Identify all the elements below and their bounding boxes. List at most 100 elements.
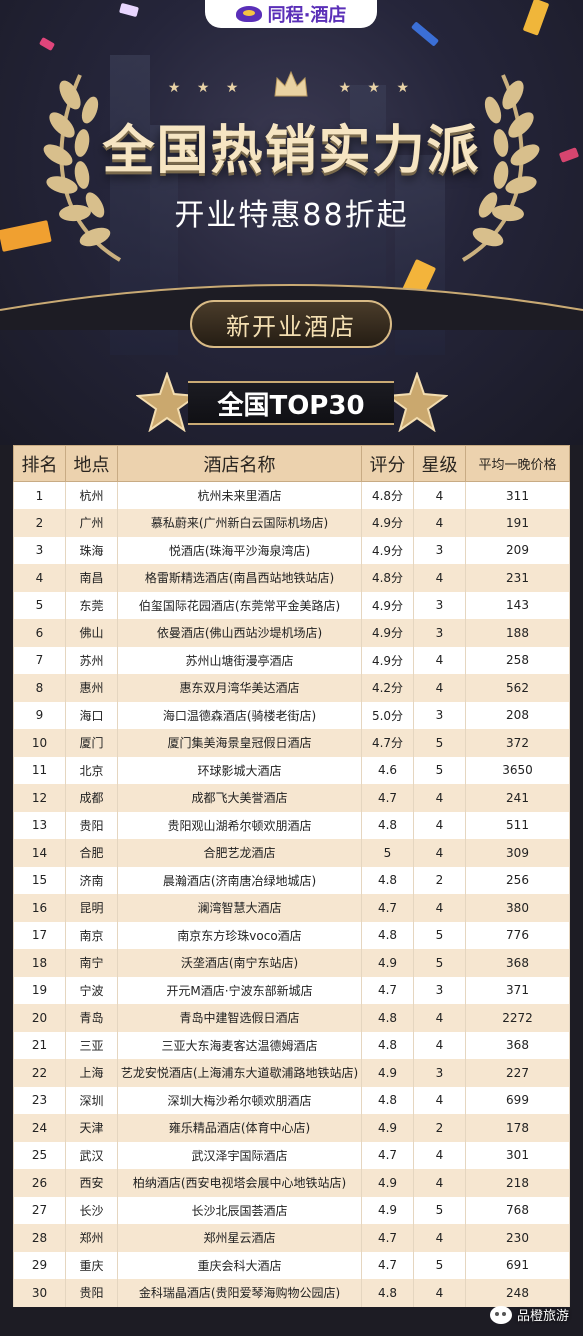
column-header-price: 平均一晚价格 bbox=[465, 445, 570, 482]
table-row: 12 成都 成都飞大美誉酒店 4.7 4 241 bbox=[13, 784, 570, 812]
cell-hotel: 贵阳观山湖希尔顿欢朋酒店 bbox=[117, 811, 362, 839]
cell-score: 4.9 bbox=[361, 949, 414, 977]
wechat-icon bbox=[489, 1305, 512, 1324]
cell-price: 371 bbox=[465, 976, 570, 1004]
cell-score: 4.9分 bbox=[361, 509, 414, 537]
hero-banner: 同程·酒店 bbox=[0, 0, 583, 445]
cell-price: 218 bbox=[465, 1169, 570, 1197]
cell-rank: 20 bbox=[13, 1004, 66, 1032]
cell-star: 3 bbox=[413, 536, 466, 564]
cell-city: 昆明 bbox=[65, 894, 118, 922]
cell-price: 191 bbox=[465, 509, 570, 537]
cell-rank: 28 bbox=[13, 1224, 66, 1252]
cell-star: 5 bbox=[413, 949, 466, 977]
cell-city: 厦门 bbox=[65, 729, 118, 757]
cell-score: 4.9 bbox=[361, 1059, 414, 1087]
cell-score: 4.7 bbox=[361, 1141, 414, 1169]
cell-star: 4 bbox=[413, 1086, 466, 1114]
cell-score: 4.8 bbox=[361, 1004, 414, 1032]
table-row: 9 海口 海口温德森酒店(骑楼老街店) 5.0分 3 208 bbox=[13, 701, 570, 729]
cell-star: 5 bbox=[413, 921, 466, 949]
cell-star: 4 bbox=[413, 894, 466, 922]
cell-rank: 18 bbox=[13, 949, 66, 977]
cell-star: 5 bbox=[413, 1251, 466, 1279]
cell-star: 5 bbox=[413, 1196, 466, 1224]
table-row: 2 广州 慕私蔚来(广州新白云国际机场店) 4.9分 4 191 bbox=[13, 509, 570, 537]
cell-city: 海口 bbox=[65, 701, 118, 729]
cell-star: 3 bbox=[413, 976, 466, 1004]
cell-star: 4 bbox=[413, 1004, 466, 1032]
cell-rank: 17 bbox=[13, 921, 66, 949]
table-row: 17 南京 南京东方珍珠voco酒店 4.8 5 776 bbox=[13, 921, 570, 949]
confetti bbox=[410, 21, 440, 47]
cell-price: 258 bbox=[465, 646, 570, 674]
table-body: 1 杭州 杭州未来里酒店 4.8分 4 311 2 广州 慕私蔚来(广州新白云国际机场店) 4.9… bbox=[13, 481, 570, 1307]
cell-score: 4.7 bbox=[361, 784, 414, 812]
cell-rank: 4 bbox=[13, 564, 66, 592]
cell-score: 4.8 bbox=[361, 1086, 414, 1114]
cell-score: 4.2分 bbox=[361, 674, 414, 702]
cell-score: 4.7 bbox=[361, 976, 414, 1004]
brand-logo: 同程·酒店 bbox=[205, 0, 377, 28]
cell-score: 4.9 bbox=[361, 1169, 414, 1197]
cell-star: 3 bbox=[413, 591, 466, 619]
cell-rank: 3 bbox=[13, 536, 66, 564]
cell-score: 4.8 bbox=[361, 1279, 414, 1307]
cell-price: 301 bbox=[465, 1141, 570, 1169]
cell-score: 4.8 bbox=[361, 866, 414, 894]
cell-hotel: 悦酒店(珠海平沙海泉湾店) bbox=[117, 536, 362, 564]
cell-score: 4.9分 bbox=[361, 536, 414, 564]
table-header-row: 排名 地点 酒店名称 评分 星级 平均一晚价格 bbox=[13, 445, 570, 482]
cell-city: 长沙 bbox=[65, 1196, 118, 1224]
cell-price: 562 bbox=[465, 674, 570, 702]
cell-hotel: 澜湾智慧大酒店 bbox=[117, 894, 362, 922]
table-row: 6 佛山 依曼酒店(佛山西站沙堤机场店) 4.9分 3 188 bbox=[13, 619, 570, 647]
cell-price: 372 bbox=[465, 729, 570, 757]
cell-score: 4.9分 bbox=[361, 646, 414, 674]
cell-score: 4.9分 bbox=[361, 619, 414, 647]
cell-city: 南宁 bbox=[65, 949, 118, 977]
cell-rank: 13 bbox=[13, 811, 66, 839]
cell-city: 南京 bbox=[65, 921, 118, 949]
confetti bbox=[38, 37, 56, 51]
cell-star: 4 bbox=[413, 784, 466, 812]
table-row: 19 宁波 开元M酒店·宁波东部新城店 4.7 3 371 bbox=[13, 976, 570, 1004]
table-row: 14 合肥 合肥艺龙酒店 5 4 309 bbox=[13, 839, 570, 867]
cell-price: 178 bbox=[465, 1114, 570, 1142]
cell-hotel: 艺龙安悦酒店(上海浦东大道歇浦路地铁站店) bbox=[117, 1059, 362, 1087]
cell-price: 368 bbox=[465, 949, 570, 977]
table-row: 15 济南 晨瀚酒店(济南唐冶绿地城店) 4.8 2 256 bbox=[13, 866, 570, 894]
cell-score: 4.6 bbox=[361, 756, 414, 784]
star-right-icon bbox=[386, 372, 448, 432]
cell-city: 合肥 bbox=[65, 839, 118, 867]
cell-city: 重庆 bbox=[65, 1251, 118, 1279]
cell-score: 4.9分 bbox=[361, 591, 414, 619]
cell-price: 241 bbox=[465, 784, 570, 812]
new-hotels-badge: 新开业酒店 bbox=[190, 300, 392, 348]
cell-price: 2272 bbox=[465, 1004, 570, 1032]
cell-score: 4.8 bbox=[361, 921, 414, 949]
page-title: 全国热销实力派 bbox=[102, 121, 481, 181]
cell-hotel: 金科瑞晶酒店(贵阳爱琴海购物公园店) bbox=[117, 1279, 362, 1307]
cell-price: 768 bbox=[465, 1196, 570, 1224]
table-row: 20 青岛 青岛中建智选假日酒店 4.8 4 2272 bbox=[13, 1004, 570, 1032]
cell-rank: 6 bbox=[13, 619, 66, 647]
cell-price: 368 bbox=[465, 1031, 570, 1059]
confetti bbox=[119, 2, 139, 18]
table-row: 13 贵阳 贵阳观山湖希尔顿欢朋酒店 4.8 4 511 bbox=[13, 811, 570, 839]
column-header-star: 星级 bbox=[413, 445, 466, 482]
cell-price: 380 bbox=[465, 894, 570, 922]
cell-star: 4 bbox=[413, 674, 466, 702]
table-row: 21 三亚 三亚大东海麦客达温德姆酒店 4.8 4 368 bbox=[13, 1031, 570, 1059]
watermark-text: 品橙旅游 bbox=[516, 1309, 569, 1324]
cell-hotel: 环球影城大酒店 bbox=[117, 756, 362, 784]
cell-price: 230 bbox=[465, 1224, 570, 1252]
cell-hotel: 杭州未来里酒店 bbox=[117, 481, 362, 509]
cell-score: 4.9 bbox=[361, 1196, 414, 1224]
cell-rank: 25 bbox=[13, 1141, 66, 1169]
cell-price: 511 bbox=[465, 811, 570, 839]
table-row: 10 厦门 厦门集美海景皇冠假日酒店 4.7分 5 372 bbox=[13, 729, 570, 757]
cell-rank: 23 bbox=[13, 1086, 66, 1114]
cell-price: 311 bbox=[465, 481, 570, 509]
cell-city: 天津 bbox=[65, 1114, 118, 1142]
